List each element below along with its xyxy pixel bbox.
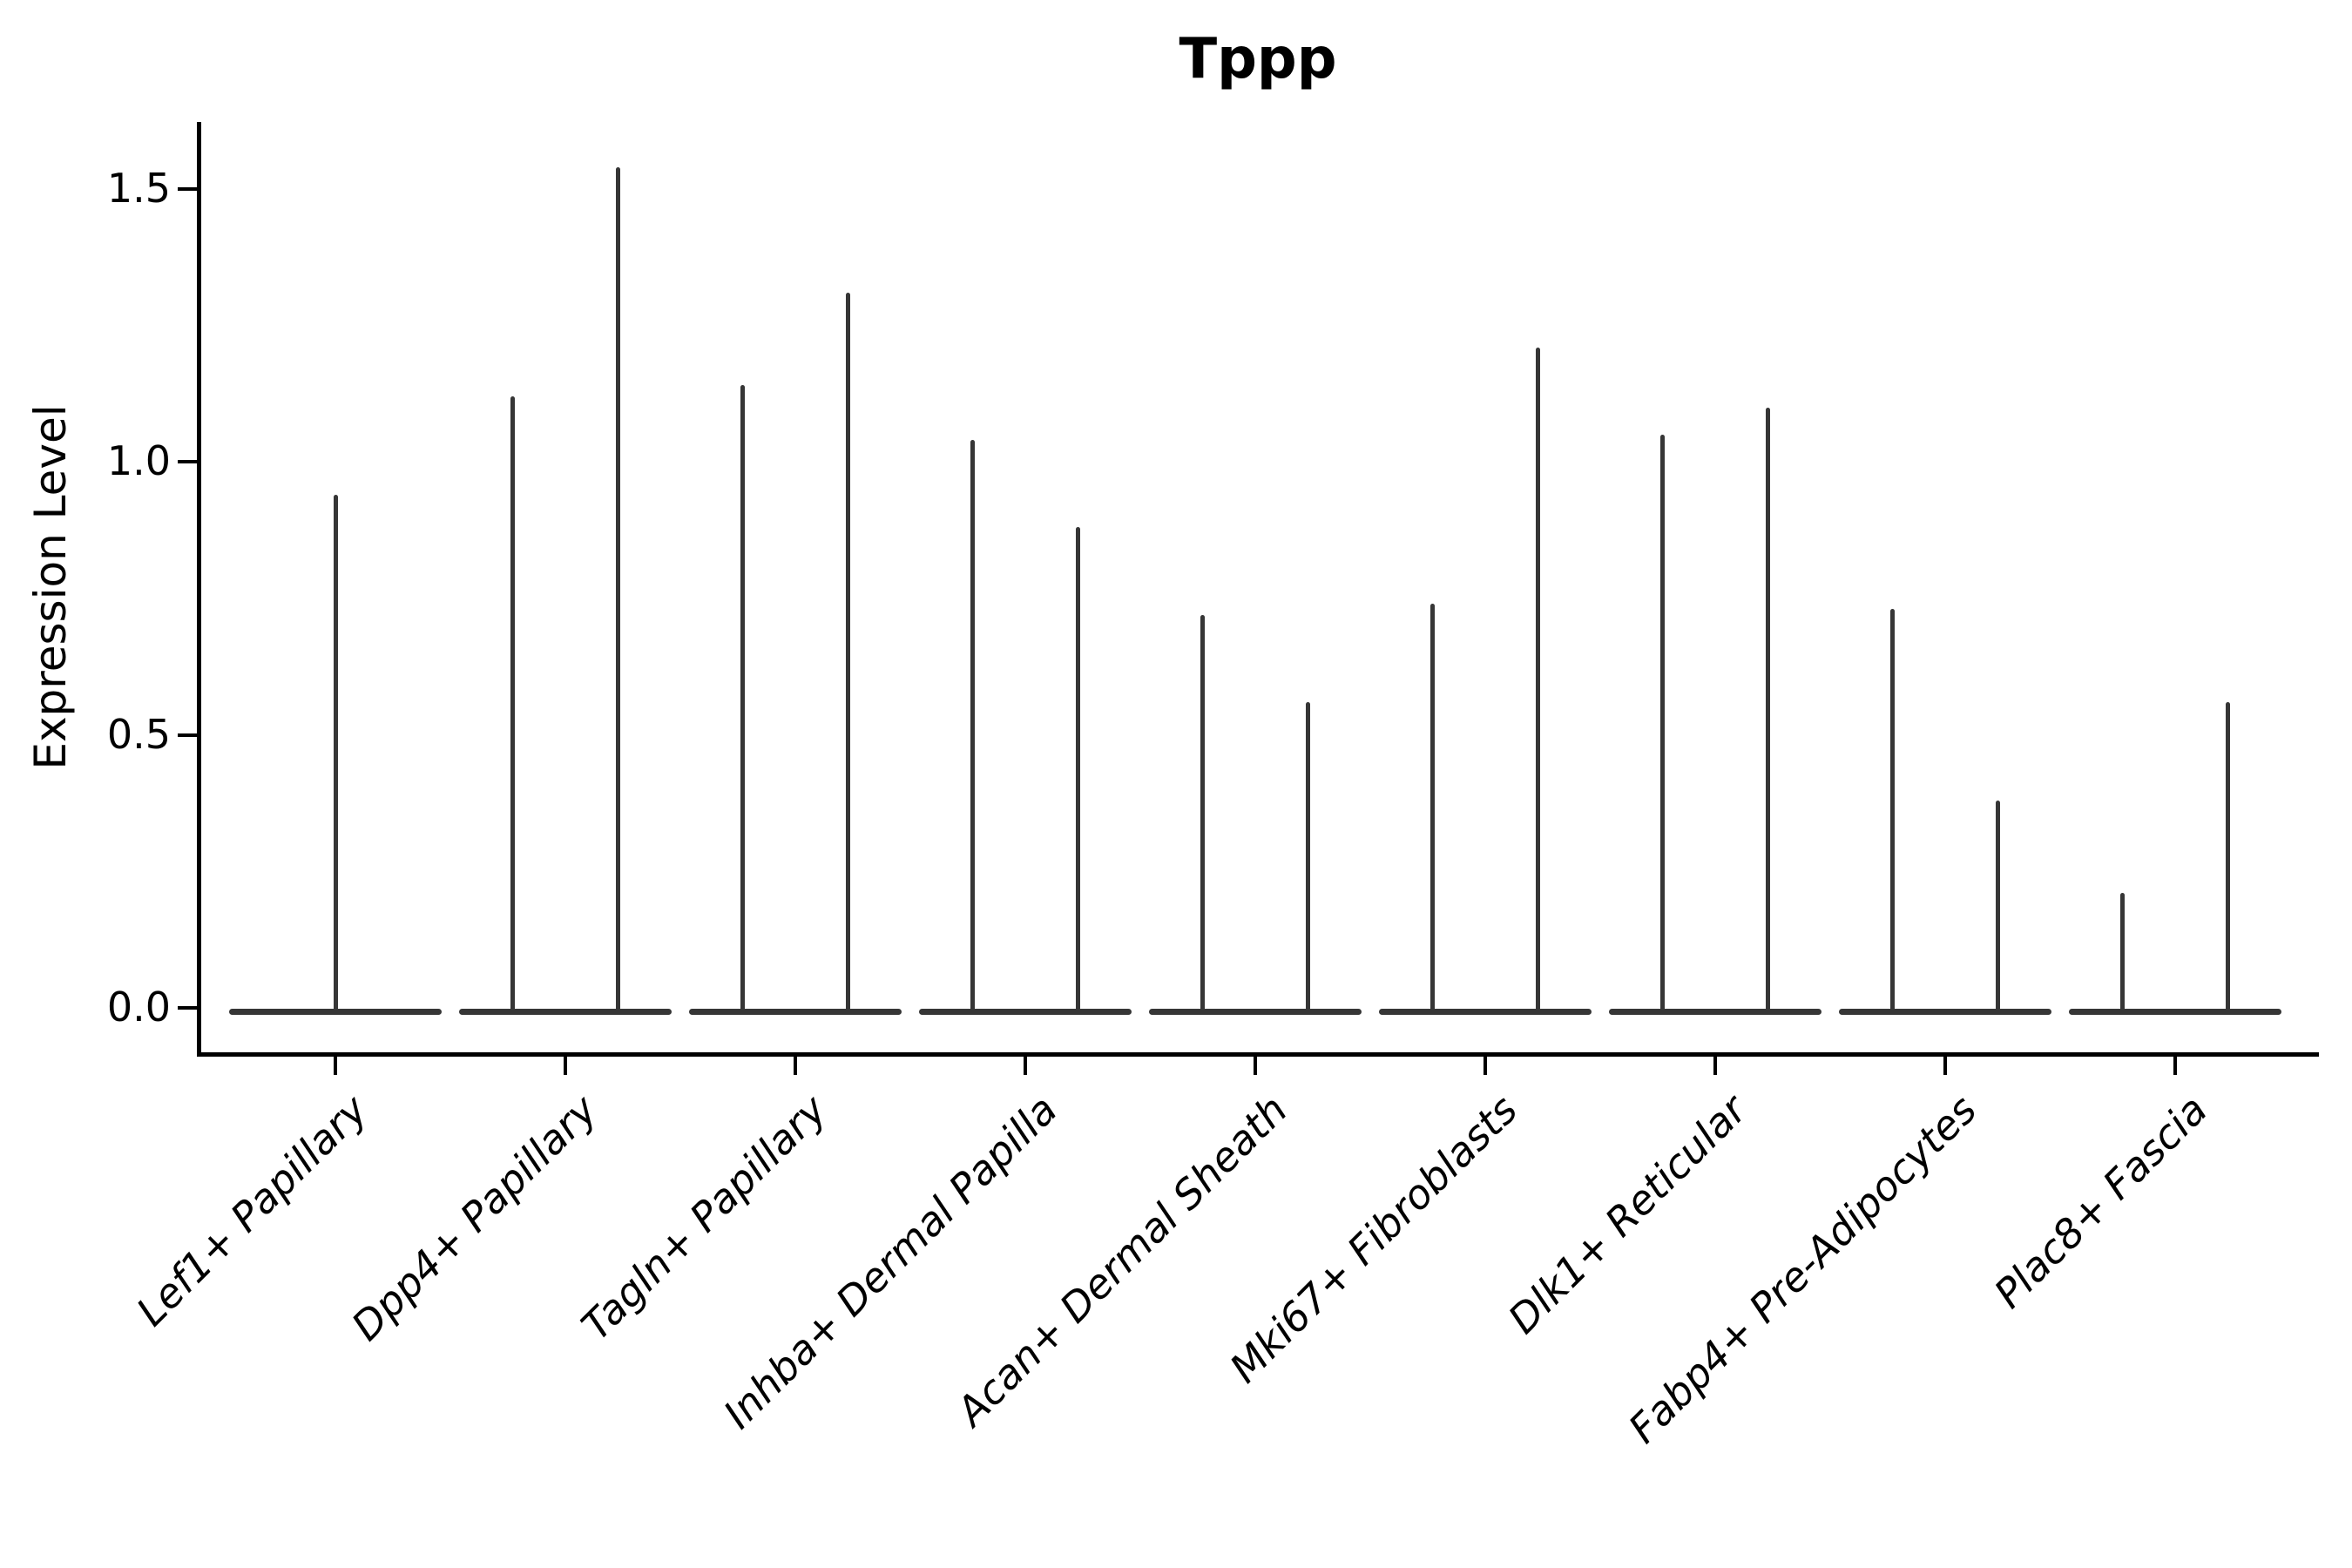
x-tick-mark — [1024, 1056, 1027, 1075]
violin-spike — [1890, 609, 1895, 1013]
violin-spike — [1430, 604, 1435, 1013]
y-axis-spine — [197, 122, 201, 1057]
x-axis-label-text: Lef1+ Papillary — [126, 1085, 376, 1335]
violin-spike — [1306, 701, 1310, 1013]
x-axis-spine — [197, 1052, 2319, 1057]
violin-spike — [1996, 800, 2000, 1013]
x-tick-mark — [1484, 1056, 1487, 1075]
y-tick-mark — [178, 460, 199, 464]
x-axis-label-text: Tagln+ Papillary — [572, 1085, 836, 1349]
x-tick-mark — [334, 1056, 337, 1075]
y-tick-label: 0.0 — [106, 983, 171, 1031]
y-tick-label: 1.5 — [106, 164, 171, 212]
violin-spike — [740, 385, 745, 1013]
violin-spike — [1766, 407, 1770, 1013]
y-axis-title: Expression Level — [25, 404, 76, 770]
violin-spike — [510, 395, 515, 1013]
x-tick-mark — [2173, 1056, 2177, 1075]
violin-base — [1149, 1009, 1362, 1015]
x-tick-mark — [1254, 1056, 1257, 1075]
y-tick-mark — [178, 1006, 199, 1010]
violin-spike — [1200, 614, 1205, 1013]
violin-spike — [1536, 347, 1540, 1013]
violin-spike — [846, 292, 850, 1013]
violin-base — [1839, 1009, 2051, 1015]
x-axis-label-text: Dlk1+ Reticular — [1499, 1085, 1756, 1343]
violin-spike — [333, 494, 338, 1013]
y-tick-label: 1.0 — [106, 437, 171, 485]
violin-spike — [2226, 701, 2230, 1013]
x-tick-mark — [564, 1056, 567, 1075]
x-axis-label-text: Plac8+ Fascia — [1984, 1085, 2216, 1317]
violin-base — [459, 1009, 672, 1015]
chart-title: Tppp — [1179, 27, 1337, 91]
violin-base — [919, 1009, 1132, 1015]
x-tick-mark — [794, 1056, 797, 1075]
violin-spike — [970, 440, 975, 1013]
y-tick-mark — [178, 733, 199, 737]
x-tick-mark — [1943, 1056, 1947, 1075]
x-tick-mark — [1713, 1056, 1717, 1075]
violin-base — [1609, 1009, 1821, 1015]
y-tick-label: 0.5 — [106, 710, 171, 758]
x-axis-label-text: Dpp4+ Papillary — [342, 1085, 606, 1350]
violin-base — [689, 1009, 902, 1015]
violin-spike — [2120, 893, 2125, 1013]
violin-spike — [616, 166, 620, 1013]
violin-base — [2069, 1009, 2281, 1015]
violin-base — [1379, 1009, 1592, 1015]
violin-spike — [1076, 527, 1080, 1013]
y-tick-mark — [178, 186, 199, 191]
violin-spike — [1660, 434, 1665, 1013]
